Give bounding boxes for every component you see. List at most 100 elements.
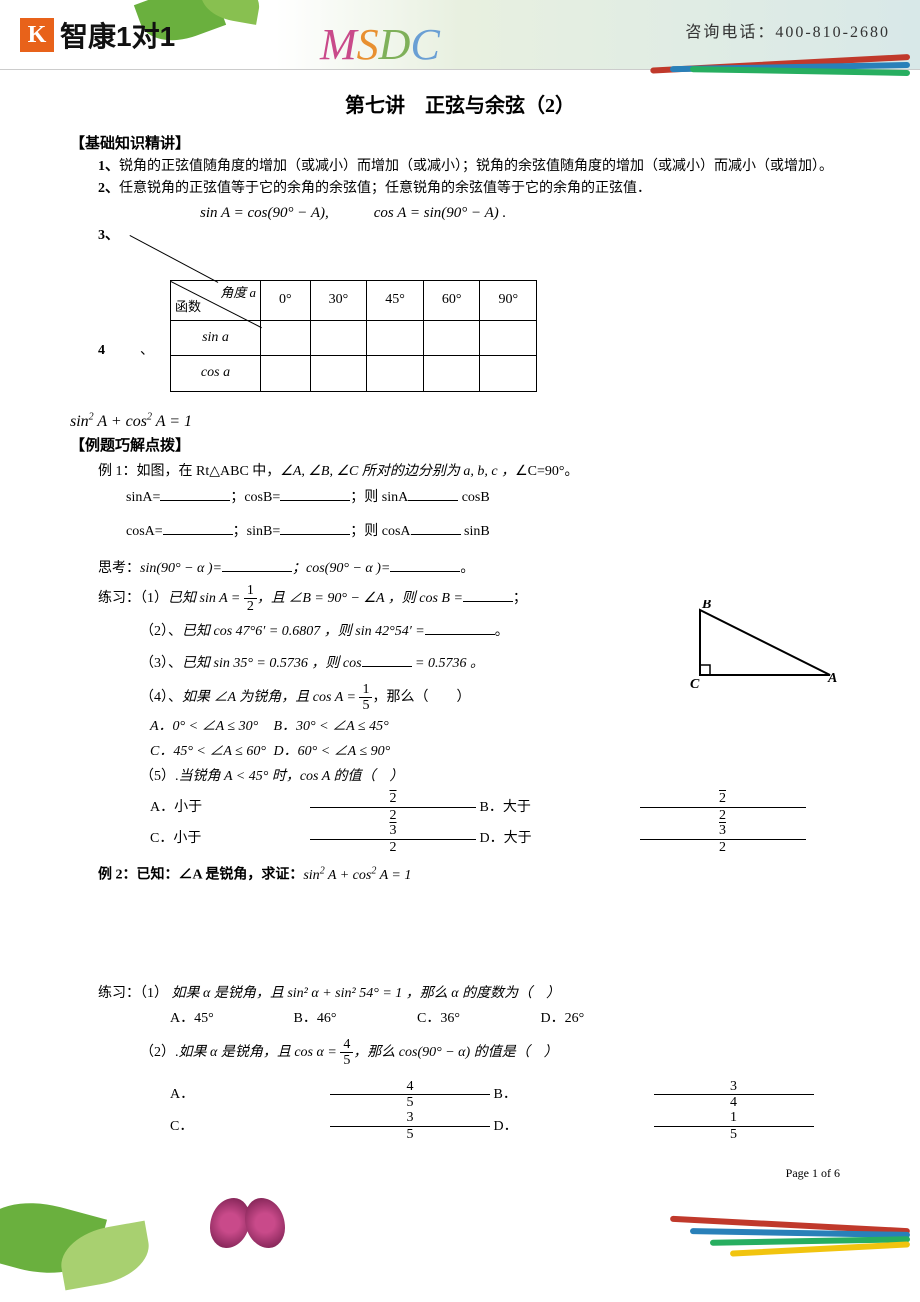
option-b[interactable]: B．大于 22	[480, 791, 806, 823]
table-cell	[367, 320, 424, 355]
option-c[interactable]: C．35	[170, 1110, 490, 1142]
blank-field[interactable]	[408, 487, 458, 501]
option-b[interactable]: B．30° < ∠A ≤ 45°	[274, 716, 394, 738]
table-row-header: cos a	[171, 356, 261, 391]
p-text: 如果 α 是锐角，且 cos α =	[179, 1045, 341, 1060]
p-text: 如果 ∠A 为锐角，且 cos A =	[182, 690, 359, 705]
option-a[interactable]: A．45	[170, 1079, 490, 1111]
deco-letters: MSDC	[320, 10, 440, 80]
p-num: （5）.	[140, 769, 179, 784]
vertex-c: C	[690, 677, 700, 690]
p-text: 已知 sin A =	[168, 591, 244, 606]
p-text: 已知 cos 47°6′ = 0.6807 ，则 sin 42°54′ =	[182, 624, 425, 639]
p-num: （3）、	[140, 656, 182, 671]
prac-label: 练习：	[98, 986, 140, 1001]
blank-field[interactable]	[280, 521, 350, 535]
ex-text: 已知：∠A 是锐角，求证：	[137, 868, 304, 883]
option-c[interactable]: C．小于 32	[150, 823, 476, 855]
blank-field[interactable]	[390, 558, 460, 572]
option-row: A．45° B．46° C．36° D．26°	[70, 1008, 850, 1030]
fraction: 12	[244, 583, 257, 615]
p-text: ；	[513, 591, 527, 606]
table-cell	[261, 320, 311, 355]
option-d[interactable]: D．26°	[541, 1008, 661, 1030]
blank-field[interactable]	[280, 487, 350, 501]
wing-icon	[245, 1198, 285, 1248]
option-b[interactable]: B．34	[494, 1079, 814, 1111]
table-cell	[261, 356, 311, 391]
option-a[interactable]: A．小于 22	[150, 791, 476, 823]
blank-field[interactable]	[222, 558, 292, 572]
blank-field[interactable]	[163, 521, 233, 535]
p-text: ，且 ∠B = 90° − ∠A ，则 cos B =	[257, 591, 463, 606]
ex1-fill-line: cosA=；sinB=；则 cosA sinB	[70, 521, 850, 543]
p-num: （2）、	[140, 624, 182, 639]
page-body: 第七讲 正弦与余弦（2） 【基础知识精讲】 1、锐角的正弦值随角度的增加（或减小…	[0, 70, 920, 1164]
example-1: 例 1：如图，在 Rt△ABC 中，∠A, ∠B, ∠C 所对的边分别为 a, …	[70, 461, 850, 483]
blank-field[interactable]	[425, 621, 495, 635]
ex1-fill-line: sinA=；cosB=；则 sinA cosB	[70, 487, 850, 509]
think-label: 思考：	[98, 561, 140, 576]
blank-field[interactable]	[463, 588, 513, 602]
butterfly-icon	[200, 1193, 300, 1263]
page-number: Page 1 of 6	[0, 1164, 920, 1183]
point-1: 1、锐角的正弦值随角度的增加（或减小）而增加（或减小）；锐角的余弦值随角度的增加…	[70, 156, 850, 178]
ex-formula: sin2 A + cos2 A = 1	[303, 868, 411, 883]
point-text: 任意锐角的正弦值等于它的余角的余弦值；任意锐角的余弦值等于它的余角的正弦值．	[119, 181, 651, 196]
lbl: ；cosB=	[230, 490, 280, 505]
option-b[interactable]: B．46°	[294, 1008, 414, 1030]
table-col-header: 30°	[310, 280, 367, 320]
vertex-b: B	[701, 600, 711, 612]
lbl: ；sinB=	[233, 524, 281, 539]
blank-field[interactable]	[362, 653, 412, 667]
point-3-4-wrap: 3、 角度 a 函数 0° 30° 45° 60° 90° sin a cos …	[70, 225, 850, 405]
think-line: 思考：sin(90° − α )=；cos(90° − α )=。	[70, 558, 850, 580]
option-c[interactable]: C．36°	[417, 1008, 537, 1030]
lbl: sinB	[461, 524, 490, 539]
option-row: C．45° < ∠A ≤ 60° D．60° < ∠A ≤ 90°	[70, 741, 850, 763]
table-row-header: sin a	[171, 320, 261, 355]
ex-text: ∠C=90°。	[515, 464, 578, 479]
option-d[interactable]: D．15	[494, 1110, 814, 1142]
p-text: 如果 α 是锐角，且 sin² α + sin² 54° = 1 ，那么 α 的…	[168, 986, 560, 1001]
phone-label: 咨询电话：	[685, 24, 775, 41]
table-corner-cell: 角度 a 函数	[171, 280, 261, 320]
p-text: 。	[495, 624, 509, 639]
option-c[interactable]: C．45° < ∠A ≤ 60°	[150, 741, 270, 763]
formula-line: sin A = cos(90° − A), cos A = sin(90° − …	[70, 201, 850, 225]
deco-d: D	[379, 20, 411, 69]
blank-field[interactable]	[411, 521, 461, 535]
blank-field[interactable]	[160, 487, 230, 501]
identity-formula: sin2 A + cos2 A = 1	[70, 409, 850, 435]
lbl: ；则 cosA	[350, 524, 410, 539]
option-d[interactable]: D．大于 32	[480, 823, 806, 855]
option-row: A．小于 22 B．大于 22 C．小于 32 D．大于 32	[70, 791, 850, 855]
p-text: ，那么（ ）	[372, 690, 470, 705]
p-text: 已知 sin 35° = 0.5736 ，则 cos	[182, 656, 362, 671]
table-cell	[310, 356, 367, 391]
table-cell	[480, 320, 537, 355]
ex-text: ∠A, ∠B, ∠C 所对的边分别为 a, b, c ，	[280, 464, 515, 479]
trig-table: 角度 a 函数 0° 30° 45° 60° 90° sin a cos a	[170, 280, 537, 392]
option-row: A．45 B．34 C．35 D．15	[70, 1079, 850, 1143]
lbl: ；则 sinA	[350, 490, 408, 505]
p-text: = 0.5736 。	[412, 656, 484, 671]
ex-label: 例 2：	[98, 868, 137, 883]
phone-number: 400-810-2680	[775, 24, 890, 41]
option-a[interactable]: A．45°	[170, 1008, 290, 1030]
point-num: 3、	[98, 225, 119, 247]
section-heading: 【例题巧解点拨】	[70, 434, 850, 458]
table-col-header: 90°	[480, 280, 537, 320]
think-b: ；cos(90° − α )=	[292, 561, 390, 576]
diagonal-line-icon	[130, 235, 220, 285]
p-num: （2）.	[140, 1045, 179, 1060]
page-footer-decor	[0, 1203, 920, 1263]
table-col-header: 0°	[261, 280, 311, 320]
table-cell	[367, 356, 424, 391]
deco-c: C	[410, 20, 439, 69]
option-a[interactable]: A．0° < ∠A ≤ 30°	[150, 716, 270, 738]
table-cell	[423, 356, 480, 391]
deco-s: S	[357, 20, 379, 69]
option-d[interactable]: D．60° < ∠A ≤ 90°	[274, 741, 394, 763]
p-num: （4）、	[140, 690, 182, 705]
